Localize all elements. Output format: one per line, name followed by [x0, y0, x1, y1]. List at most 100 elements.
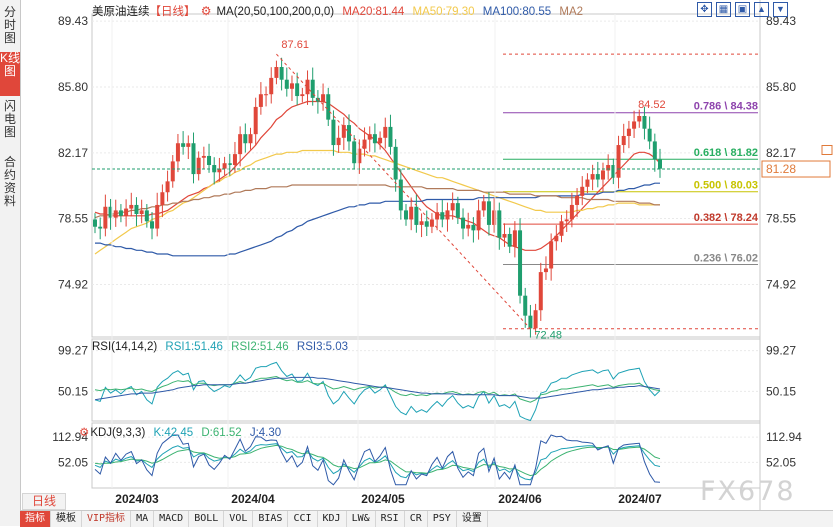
- candle-body: [533, 310, 538, 329]
- bottom-tab-11[interactable]: RSI: [376, 511, 405, 527]
- fib-level-label: 0.236 \ 76.02: [694, 252, 758, 264]
- candle-body: [284, 79, 289, 89]
- price-ytick-left: 82.17: [58, 146, 88, 160]
- kdj-settings-icon[interactable]: ⚙: [79, 427, 90, 439]
- current-price-label: 81.28: [766, 162, 796, 176]
- bottom-tab-4[interactable]: MACD: [154, 511, 190, 527]
- candle-body: [440, 212, 445, 220]
- candle-body: [549, 241, 554, 269]
- candle-body: [543, 268, 548, 273]
- candle-body: [222, 163, 227, 169]
- candle-body: [196, 157, 201, 175]
- candle-body: [139, 210, 144, 215]
- candle-body: [621, 135, 626, 146]
- candle-body: [279, 67, 284, 80]
- candle-body: [378, 137, 383, 144]
- price-marker-icon: [821, 144, 833, 155]
- candle-body: [367, 134, 372, 140]
- chart-toolbar: ✥ ▦ ▣ ▲ ▼: [697, 2, 788, 17]
- ma20-legend: MA20:81.44: [342, 6, 405, 18]
- candle-body: [310, 79, 315, 98]
- candle-body: [595, 174, 600, 180]
- bottom-tab-8[interactable]: CCI: [288, 511, 318, 527]
- bottom-tab-1[interactable]: 模板: [51, 511, 82, 527]
- candle-body: [642, 116, 647, 129]
- candle-body: [658, 159, 662, 169]
- candle-body: [398, 179, 403, 211]
- period-button[interactable]: 日线: [22, 493, 66, 510]
- d-legend: D:61.52: [201, 427, 242, 439]
- ma50-legend: MA50:79.30: [412, 6, 475, 18]
- rsi-line-rsi3: [94, 376, 661, 401]
- ma100-legend: MA100:80.55: [482, 6, 552, 18]
- candle-body: [585, 179, 590, 187]
- bottom-tab-12[interactable]: CR: [405, 511, 428, 527]
- chevron-up-icon[interactable]: ▲: [754, 2, 769, 17]
- bottom-tab-9[interactable]: KDJ: [318, 511, 347, 527]
- tab-timeshare[interactable]: 分时图: [3, 5, 16, 45]
- candle-body: [93, 219, 97, 227]
- kdj-line-d: [94, 444, 661, 477]
- price-ytick-left: 89.43: [58, 14, 88, 28]
- layout-icon[interactable]: ▣: [735, 2, 750, 17]
- candle-body: [492, 210, 497, 225]
- candle-body: [113, 210, 118, 218]
- gear-icon[interactable]: ⚙: [200, 4, 212, 18]
- bottom-tab-5[interactable]: BOLL: [189, 511, 225, 527]
- ma-line-ma20: [94, 100, 661, 251]
- candle-body: [129, 204, 134, 209]
- watermark: FX678: [700, 476, 796, 507]
- candle-body: [600, 170, 605, 180]
- rsi3-legend: RSI3:5.03: [296, 341, 349, 353]
- kdj-line-k: [94, 443, 661, 481]
- bottom-tab-13[interactable]: PSY: [428, 511, 457, 527]
- candle-body: [175, 143, 180, 162]
- candle-body: [559, 221, 564, 236]
- bottom-tab-0[interactable]: 指标: [20, 511, 51, 527]
- candle-body: [248, 134, 253, 144]
- candle-body: [502, 233, 507, 238]
- expand-icon[interactable]: ✥: [697, 2, 712, 17]
- candle-body: [590, 174, 595, 180]
- bottom-tab-10[interactable]: LW&: [347, 511, 376, 527]
- candle-body: [466, 224, 471, 229]
- candle-body: [357, 148, 362, 164]
- current-price-box: [761, 160, 831, 178]
- instrument-title: 美原油连续: [92, 6, 150, 18]
- candle-body: [455, 203, 460, 218]
- price-ytick-right: 74.92: [766, 277, 796, 291]
- x-tick: 2024/04: [231, 492, 275, 506]
- price-ytick-right: 85.80: [766, 80, 796, 94]
- candle-body: [300, 94, 305, 97]
- candle-body: [108, 206, 113, 218]
- kdj-ytick-left: 112.94: [52, 430, 88, 444]
- tab-flash-chart[interactable]: 闪电图: [3, 99, 16, 139]
- grid-icon[interactable]: ▦: [716, 2, 731, 17]
- chevron-down-icon[interactable]: ▼: [773, 2, 788, 17]
- bottom-tab-3[interactable]: MA: [131, 511, 155, 527]
- candle-body: [445, 210, 450, 220]
- candle-body: [435, 212, 440, 220]
- left-sidebar: 分时图 K线图 闪电图 合约资料: [0, 0, 21, 526]
- candle-body: [481, 201, 486, 211]
- bottom-tab-6[interactable]: VOL: [224, 511, 254, 527]
- candle-body: [538, 272, 543, 311]
- bottom-tab-7[interactable]: BIAS: [253, 511, 289, 527]
- tab-kline[interactable]: K线图: [0, 52, 20, 96]
- bottom-tab-2[interactable]: VIP指标: [82, 511, 132, 527]
- candle-body: [528, 315, 533, 329]
- tab-contract-info[interactable]: 合约资料: [3, 155, 16, 208]
- kdj-legend: ⚙KDJ(9,3,3) K:42.45 D:61.52 J:4.30: [79, 425, 286, 439]
- candle-body: [461, 217, 466, 229]
- candle-body: [326, 94, 331, 120]
- candle-body: [144, 210, 149, 222]
- bottom-tab-14[interactable]: 设置: [457, 511, 488, 527]
- candle-body: [507, 233, 512, 247]
- price-ytick-left: 85.80: [58, 80, 88, 94]
- candle-body: [419, 221, 424, 225]
- candle-body: [321, 94, 326, 102]
- candle-body: [207, 155, 212, 166]
- j-legend: J:4.30: [249, 427, 282, 439]
- candle-body: [580, 186, 585, 196]
